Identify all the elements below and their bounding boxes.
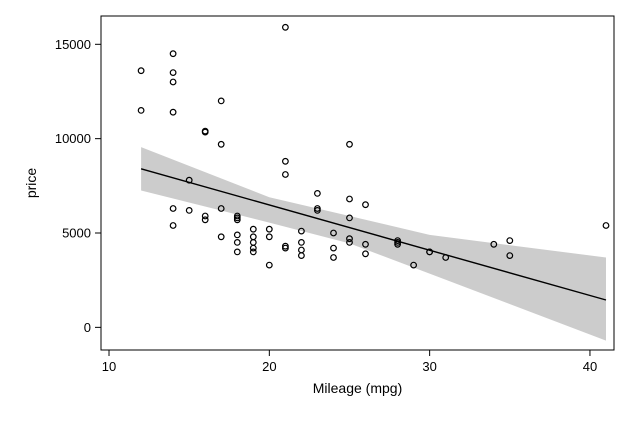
data-point <box>169 69 177 76</box>
data-point <box>265 261 273 269</box>
data-point <box>298 238 305 246</box>
y-tick-label: 0 <box>84 320 91 335</box>
confidence-band <box>141 147 606 341</box>
data-point <box>282 23 289 31</box>
data-point <box>282 244 289 252</box>
x-tick-label: 40 <box>583 359 597 374</box>
data-point <box>265 233 273 241</box>
data-point <box>330 254 337 261</box>
data-point <box>330 229 337 237</box>
data-point <box>330 244 337 252</box>
data-point <box>506 237 514 245</box>
data-point <box>201 128 209 136</box>
data-point <box>298 252 305 260</box>
data-point <box>217 97 225 105</box>
y-axis-label: price <box>23 168 39 199</box>
data-point <box>346 195 353 203</box>
data-point <box>201 216 209 224</box>
data-point <box>298 227 305 235</box>
data-point <box>201 212 209 220</box>
data-point <box>169 50 177 58</box>
x-tick-label: 20 <box>262 359 276 374</box>
data-point <box>217 140 225 148</box>
scatter-points-layer <box>137 23 610 269</box>
data-point <box>265 225 273 233</box>
data-point <box>233 248 241 256</box>
fit-line-layer <box>140 168 607 301</box>
data-point <box>137 67 145 75</box>
x-tick-label: 30 <box>422 359 436 374</box>
x-axis-label: Mileage (mpg) <box>313 380 402 396</box>
data-point <box>249 233 257 241</box>
data-point <box>362 250 369 258</box>
data-point <box>346 214 353 222</box>
data-point <box>282 171 289 178</box>
data-point <box>298 246 305 254</box>
data-point <box>169 222 177 229</box>
data-point <box>362 201 369 209</box>
data-point <box>346 235 353 243</box>
data-point <box>137 106 145 114</box>
data-point <box>217 233 225 241</box>
x-axis: 10 20 30 40 <box>102 350 597 374</box>
data-point <box>249 238 257 246</box>
data-point <box>169 108 177 116</box>
data-point <box>314 206 321 214</box>
data-point <box>426 248 434 256</box>
data-point <box>362 240 369 248</box>
y-tick-label: 10000 <box>55 131 91 146</box>
data-point <box>506 252 514 260</box>
data-point <box>346 140 353 148</box>
y-axis: 0 5000 10000 15000 <box>55 37 101 335</box>
data-point <box>314 189 321 197</box>
data-point <box>249 248 257 256</box>
data-point <box>602 222 610 229</box>
data-point <box>169 78 177 86</box>
confidence-band-layer <box>141 147 606 341</box>
data-point <box>282 157 289 165</box>
y-tick-label: 5000 <box>62 226 91 241</box>
data-point <box>249 244 257 252</box>
data-point <box>233 216 241 224</box>
plot-frame <box>100 15 615 351</box>
data-point <box>233 231 241 239</box>
data-point <box>490 240 498 248</box>
x-tick-label: 10 <box>102 359 116 374</box>
data-point <box>233 238 241 246</box>
data-point <box>249 225 257 233</box>
y-tick-label: 15000 <box>55 37 91 52</box>
data-point <box>217 205 225 212</box>
data-point <box>410 261 418 269</box>
data-point <box>169 205 177 212</box>
data-point <box>185 206 193 214</box>
fit-line <box>140 168 607 301</box>
data-point <box>346 238 353 246</box>
